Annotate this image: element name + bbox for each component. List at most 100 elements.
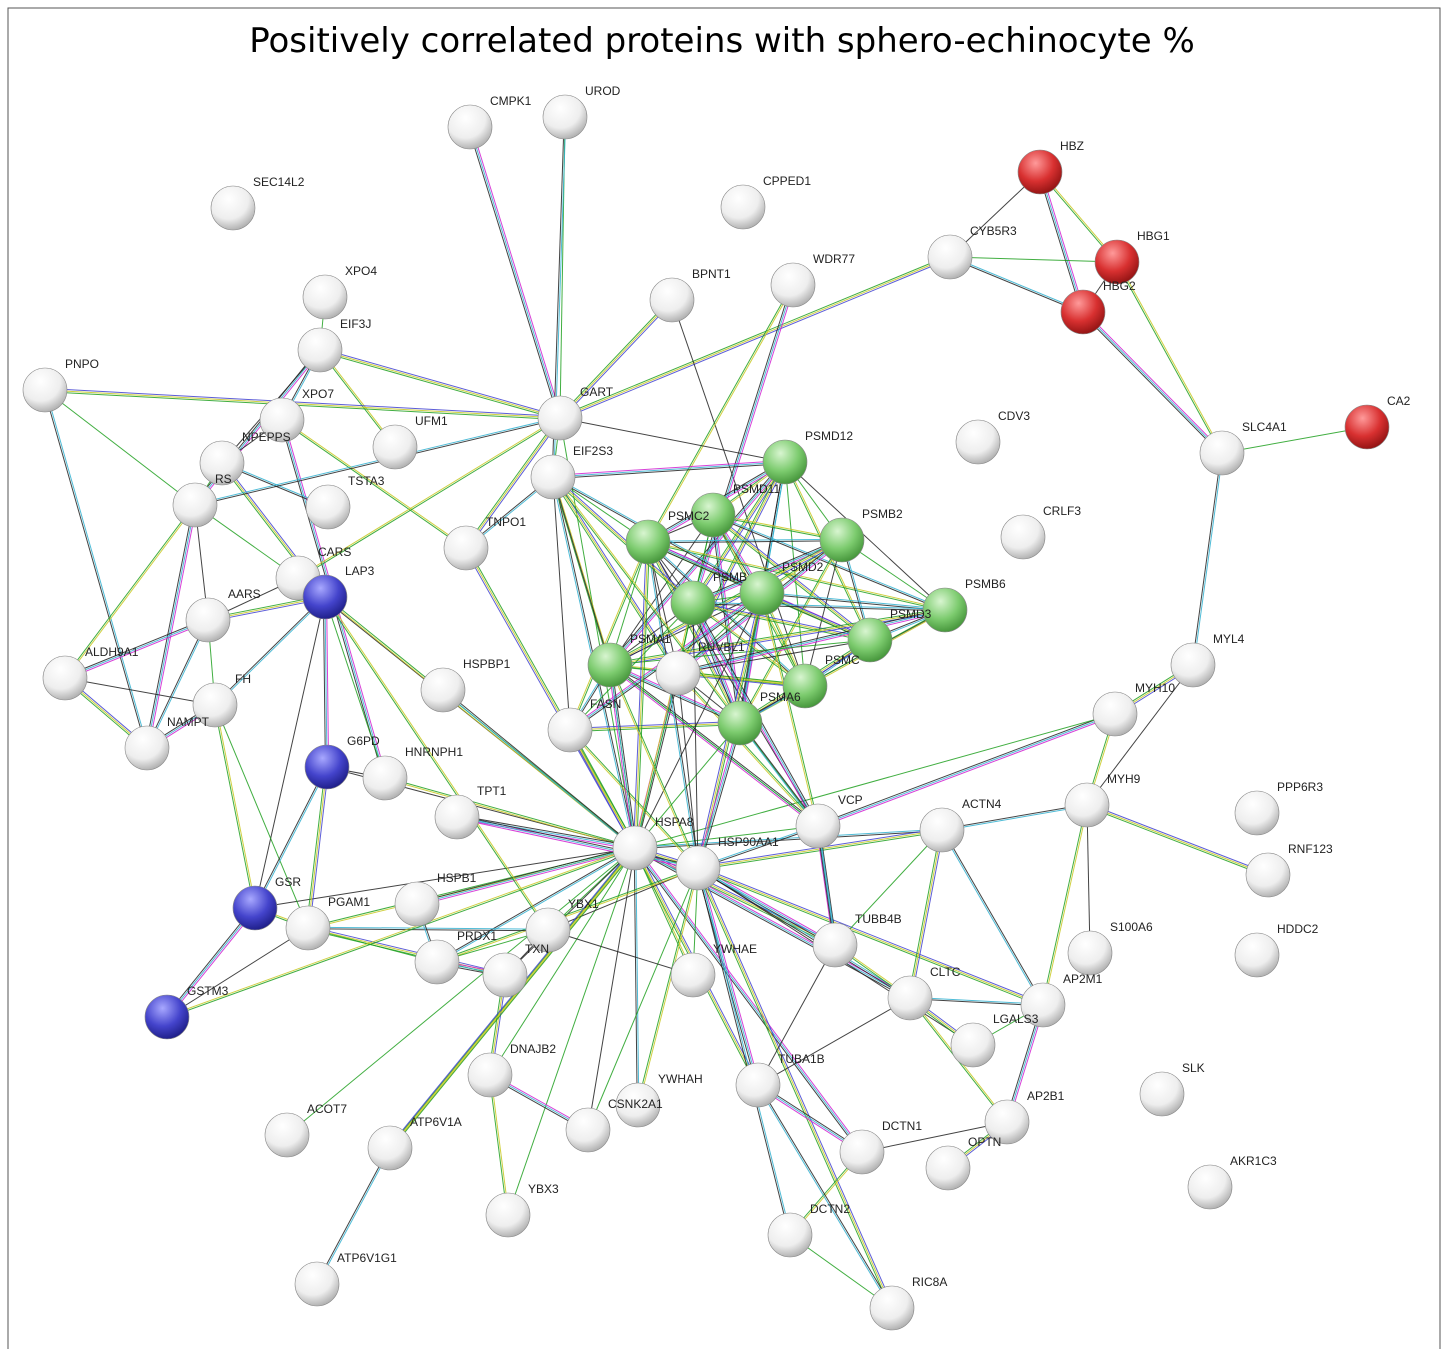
edge — [324, 597, 547, 930]
protein-label: VCP — [838, 793, 863, 807]
protein-label: YWHAE — [713, 942, 757, 956]
protein-label: MYH9 — [1107, 772, 1141, 786]
protein-label: EIF3J — [340, 317, 371, 331]
protein-node — [796, 804, 840, 848]
protein-node — [298, 328, 342, 372]
edge — [1084, 311, 1223, 452]
protein-node — [415, 940, 459, 984]
protein-node — [265, 1113, 309, 1157]
protein-label: HSPA8 — [655, 815, 694, 829]
protein-label: OPTN — [968, 1135, 1001, 1149]
protein-node — [1188, 1165, 1232, 1209]
protein-label: GART — [580, 385, 614, 399]
protein-node — [566, 1108, 610, 1152]
protein-label: UROD — [585, 84, 621, 98]
edge — [835, 830, 942, 945]
protein-node — [43, 656, 87, 700]
edge — [65, 678, 215, 705]
protein-node — [306, 485, 350, 529]
edge — [570, 721, 740, 728]
protein-label: AKR1C3 — [1230, 1154, 1277, 1168]
protein-node — [435, 795, 479, 839]
protein-label: SLC4A1 — [1242, 420, 1287, 434]
edge — [553, 464, 785, 479]
edge — [1083, 312, 1222, 453]
protein-label: LAP3 — [345, 564, 375, 578]
protein-node — [671, 581, 715, 625]
edge — [635, 831, 942, 849]
protein-label: HSP90AA1 — [718, 835, 779, 849]
protein-node — [718, 701, 762, 745]
protein-label: G6PD — [347, 734, 380, 748]
edge — [385, 777, 635, 847]
edge — [320, 348, 560, 416]
protein-node — [736, 1063, 780, 1107]
edge — [570, 723, 740, 730]
protein-node — [395, 882, 439, 926]
protein-label: PSMD11 — [733, 482, 780, 496]
protein-label: TPT1 — [477, 784, 507, 798]
protein-label: UFM1 — [415, 414, 448, 428]
protein-node — [676, 846, 720, 890]
edge — [468, 127, 558, 418]
protein-label: HBG1 — [1137, 229, 1170, 243]
edge — [470, 127, 560, 418]
protein-node — [613, 826, 657, 870]
protein-label: PSMB6 — [965, 577, 1006, 591]
protein-label: TUBB4B — [855, 912, 902, 926]
protein-node — [1095, 240, 1139, 284]
protein-label: PSMB — [713, 570, 747, 584]
protein-label: ATP6V1G1 — [337, 1251, 397, 1265]
protein-label: CYB5R3 — [970, 224, 1017, 238]
protein-label: CMPK1 — [490, 94, 532, 108]
edge — [697, 869, 1042, 1006]
edge — [941, 830, 1042, 1005]
protein-node — [368, 1126, 412, 1170]
protein-label: MYH10 — [1135, 681, 1175, 695]
protein-label: PSMA6 — [760, 690, 801, 704]
protein-label: CRLF3 — [1043, 504, 1081, 518]
protein-node — [768, 1213, 812, 1257]
protein-node — [1246, 853, 1290, 897]
protein-label: PGAM1 — [328, 895, 370, 909]
edge — [560, 257, 950, 418]
protein-node — [956, 420, 1000, 464]
protein-label: HSPBP1 — [463, 657, 511, 671]
protein-node — [421, 668, 465, 712]
protein-node — [363, 756, 407, 800]
protein-label: FASN — [590, 697, 621, 711]
protein-node — [305, 745, 349, 789]
protein-node — [656, 651, 700, 695]
edge — [310, 767, 329, 928]
protein-node — [840, 1130, 884, 1174]
protein-label: PNPO — [65, 357, 99, 371]
protein-node — [145, 995, 189, 1039]
protein-node — [588, 643, 632, 687]
protein-label: TNPO1 — [486, 515, 526, 529]
protein-node — [888, 976, 932, 1020]
edge — [320, 350, 560, 418]
protein-node — [468, 1053, 512, 1097]
protein-node — [1200, 431, 1244, 475]
protein-node — [173, 483, 217, 527]
protein-label: PSMB2 — [862, 507, 903, 521]
edge — [950, 257, 1117, 262]
edge — [437, 869, 698, 963]
protein-label: ACOT7 — [307, 1102, 347, 1116]
edge — [385, 779, 635, 849]
edge — [553, 462, 785, 477]
network: Positively correlated proteins with sphe… — [0, 0, 1447, 1349]
edge — [320, 352, 560, 420]
protein-label: DCTN2 — [810, 1202, 850, 1216]
protein-node — [233, 886, 277, 930]
protein-node — [820, 518, 864, 562]
edges — [44, 117, 1367, 1309]
protein-label: CLTC — [930, 965, 961, 979]
protein-label: EIF2S3 — [573, 444, 613, 458]
protein-label: CA2 — [1387, 394, 1411, 408]
protein-label: PSMD2 — [782, 560, 824, 574]
protein-node — [721, 185, 765, 229]
protein-node — [650, 278, 694, 322]
edge — [561, 301, 673, 419]
edge — [570, 725, 740, 732]
